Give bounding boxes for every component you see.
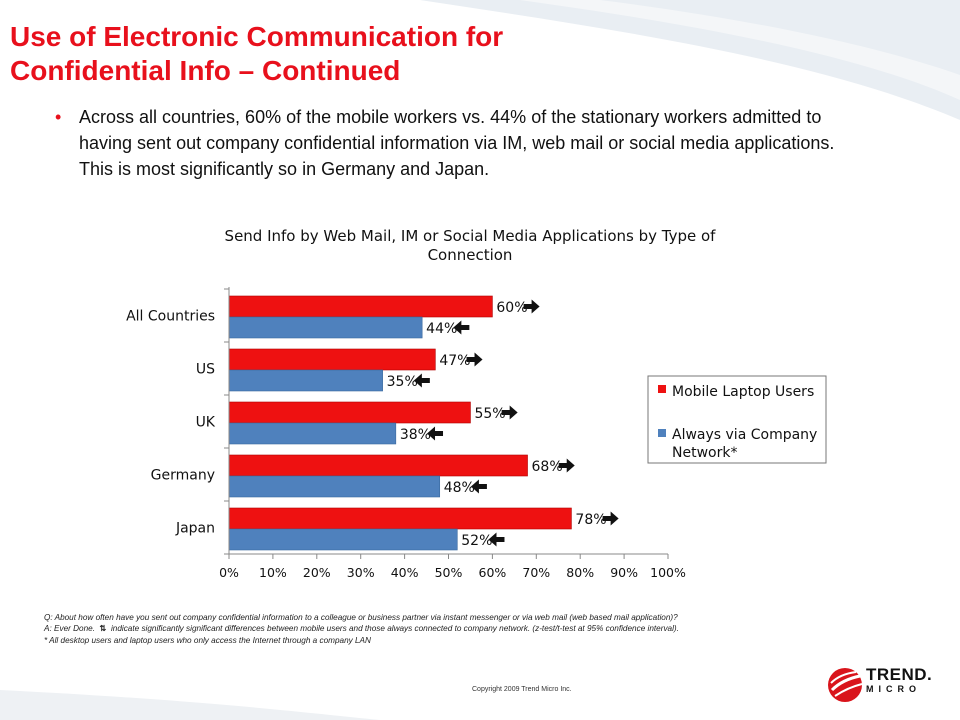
right-arrow-icon xyxy=(602,511,619,526)
x-tick-label: 100% xyxy=(650,565,686,580)
bar xyxy=(228,475,441,498)
legend-box xyxy=(647,375,827,464)
right-arrow-icon xyxy=(501,405,518,420)
chart-title-line2: Connection xyxy=(428,246,513,264)
data-label: 47% xyxy=(439,353,470,369)
bar-chart: Send Info by Web Mail, IM or Social Medi… xyxy=(126,227,827,580)
data-label: 68% xyxy=(532,459,563,475)
footnote-answer-prefix: A: Ever Done. xyxy=(44,624,95,634)
logo-word-micro: MICRO xyxy=(866,684,921,694)
bar xyxy=(228,454,528,477)
bar xyxy=(228,528,458,551)
x-tick-label: 60% xyxy=(479,565,507,580)
x-tick-label: 50% xyxy=(435,565,463,580)
bar xyxy=(228,369,383,392)
bar xyxy=(228,316,423,339)
left-arrow-icon xyxy=(470,479,487,494)
footnote-note: * All desktop users and laptop users who… xyxy=(44,635,371,645)
footnote-answer: A: Ever Done. ⇅ indicate significantly s… xyxy=(44,623,924,634)
category-label: Germany xyxy=(151,468,215,484)
trend-micro-logo: TREND. MICRO xyxy=(826,660,936,710)
data-label: 35% xyxy=(387,374,418,390)
legend-swatch-network xyxy=(658,429,666,437)
category-label: Japan xyxy=(175,521,215,537)
slide-title-line1: Use of Electronic Communication for xyxy=(10,21,504,52)
right-arrow-icon xyxy=(466,352,483,367)
legend-label-network-line2: Network* xyxy=(672,445,737,461)
legend-label-network-line1: Always via Company xyxy=(672,427,817,443)
category-label: US xyxy=(196,362,215,378)
trend-micro-ball-icon xyxy=(828,668,863,702)
bar xyxy=(228,507,572,530)
legend-swatch-mobile xyxy=(658,385,666,393)
x-tick-label: 80% xyxy=(566,565,594,580)
data-label: 38% xyxy=(400,427,431,443)
data-label: 44% xyxy=(426,321,457,337)
data-label: 48% xyxy=(444,480,475,496)
left-arrow-icon xyxy=(413,373,430,388)
bar xyxy=(228,401,471,424)
bullet-point: • Across all countries, 60% of the mobil… xyxy=(55,104,855,182)
right-arrow-icon xyxy=(523,299,540,314)
copyright-text: Copyright 2009 Trend Micro Inc. xyxy=(472,686,572,693)
x-tick-label: 20% xyxy=(303,565,331,580)
footnote-answer-text: indicate significantly significant diffe… xyxy=(110,624,679,634)
category-label: All Countries xyxy=(126,309,215,325)
bullet-text: Across all countries, 60% of the mobile … xyxy=(79,107,835,179)
data-label: 55% xyxy=(474,406,505,422)
bullet-icon: • xyxy=(55,107,62,127)
data-label: 78% xyxy=(575,512,606,528)
chart-title-line1: Send Info by Web Mail, IM or Social Medi… xyxy=(225,227,717,245)
right-arrow-icon xyxy=(558,458,575,473)
footnote-question: Q: About how often have you sent out com… xyxy=(44,613,678,622)
up-down-arrows-icon: ⇅ xyxy=(97,624,109,634)
bar xyxy=(228,348,436,371)
x-tick-label: 0% xyxy=(219,565,239,580)
data-label: 60% xyxy=(496,300,527,316)
slide-title-line2: Confidential Info – Continued xyxy=(10,55,401,86)
left-arrow-icon xyxy=(453,320,470,335)
logo-word-trend: TREND. xyxy=(866,665,933,684)
footnote: Q: About how often have you sent out com… xyxy=(44,612,924,646)
legend-label-mobile: Mobile Laptop Users xyxy=(672,384,814,400)
left-arrow-icon xyxy=(427,426,444,441)
x-tick-label: 40% xyxy=(391,565,419,580)
data-label: 52% xyxy=(461,533,492,549)
slide-title: Use of Electronic Communication for Conf… xyxy=(10,20,503,88)
x-tick-label: 30% xyxy=(347,565,375,580)
x-tick-label: 90% xyxy=(610,565,638,580)
category-label: UK xyxy=(196,415,216,431)
x-tick-label: 70% xyxy=(522,565,550,580)
bar xyxy=(228,295,493,318)
bar xyxy=(228,422,397,445)
x-tick-label: 10% xyxy=(259,565,287,580)
left-arrow-icon xyxy=(488,532,505,547)
